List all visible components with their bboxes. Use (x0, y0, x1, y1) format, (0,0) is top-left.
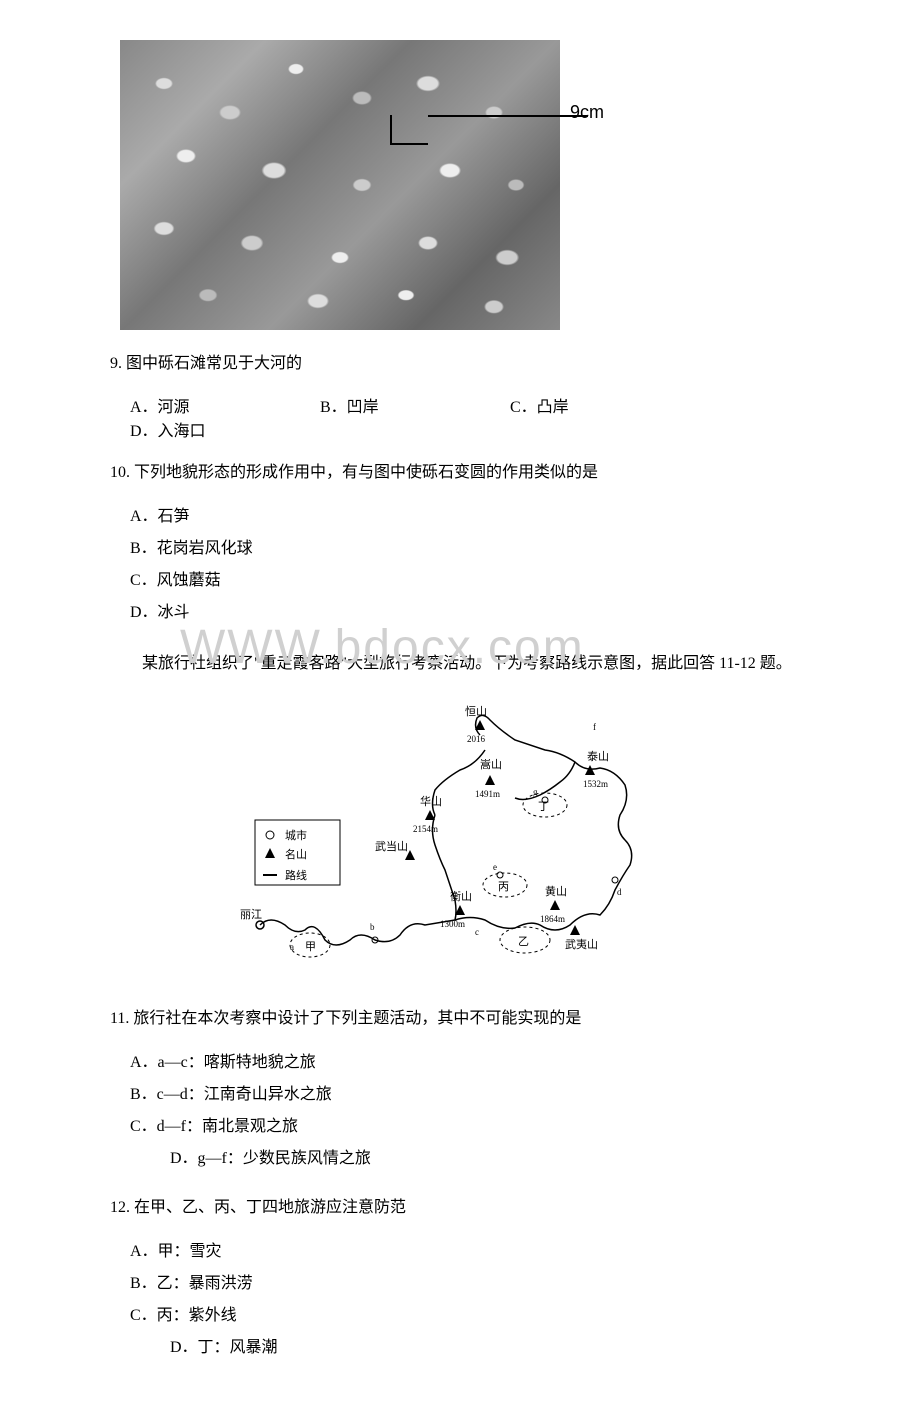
huashan-label: 华山 (420, 794, 442, 808)
huangshan-label: 黄山 (545, 884, 567, 898)
q12-option-a: A．甲：雪灾 (130, 1237, 510, 1261)
scale-line (428, 115, 588, 117)
marker-e: e (493, 862, 497, 872)
route-map: 城市 名山 路线 恒山 2016 泰山 1532m 嵩山 1491m 华山 21… (235, 690, 685, 985)
marker-f: f (593, 722, 596, 732)
q9-options: A．河源 B．凹岸 C．凸岸 D．入海口 (130, 393, 860, 441)
taishan-height: 1532m (583, 779, 608, 789)
question-11: 11. 旅行社在本次考察中设计了下列主题活动，其中不可能实现的是 (110, 1005, 860, 1034)
q10-option-d: D．冰斗 (130, 598, 510, 622)
q12-option-c: C．丙：紫外线 (130, 1301, 510, 1325)
songshan-height: 1491m (475, 789, 500, 799)
marker-c: c (475, 927, 479, 937)
marker-a: a (290, 942, 294, 952)
legend-route: 路线 (285, 868, 307, 882)
q11-option-d: D．g—f：少数民族风情之旅 (130, 1144, 510, 1168)
question-9: 9. 图中砾石滩常见于大河的 (110, 350, 860, 379)
scale-label: 9cm (570, 102, 604, 123)
wuyi-label: 武夷山 (565, 938, 598, 951)
hengshan-n-height: 2016 (467, 734, 486, 744)
q9-option-c: C．凸岸 (510, 393, 700, 417)
huashan-height: 2154m (413, 824, 438, 834)
marker-b: b (370, 922, 375, 932)
q10-option-a: A．石笋 (130, 502, 510, 526)
map-svg: 城市 名山 路线 恒山 2016 泰山 1532m 嵩山 1491m 华山 21… (235, 690, 685, 980)
q10-option-b: B．花岗岩风化球 (130, 534, 510, 558)
huangshan-height: 1864m (540, 914, 565, 924)
songshan-label: 嵩山 (480, 758, 502, 771)
hengshan-s-height: 1300m (440, 919, 465, 929)
jia-label: 甲 (305, 941, 316, 953)
q11-option-a: A．a—c：喀斯特地貌之旅 (130, 1048, 510, 1072)
question-12: 12. 在甲、乙、丙、丁四地旅游应注意防范 (110, 1194, 860, 1223)
q9-option-b: B．凹岸 (320, 393, 510, 417)
legend-mountain: 名山 (285, 847, 307, 861)
q11-options: A．a—c：喀斯特地貌之旅 B．c—d：江南奇山异水之旅 C．d—f：南北景观之… (130, 1048, 860, 1176)
marker-g: g (533, 787, 538, 797)
q9-option-d: D．入海口 (130, 417, 320, 441)
scale-marker (390, 115, 428, 145)
question-10: 10. 下列地貌形态的形成作用中，有与图中使砾石变圆的作用类似的是 (110, 459, 860, 488)
lijiang-label: 丽江 (240, 908, 262, 921)
q12-option-b: B．乙：暴雨洪涝 (130, 1269, 510, 1293)
q11-option-b: B．c—d：江南奇山异水之旅 (130, 1080, 510, 1104)
yi-label: 乙 (518, 935, 529, 948)
q9-option-a: A．河源 (130, 393, 320, 417)
q12-options: A．甲：雪灾 B．乙：暴雨洪涝 C．丙：紫外线 D．丁：风暴潮 (130, 1237, 860, 1365)
hengshan-n-label: 恒山 (465, 705, 487, 718)
pebble-figure: 9cm (120, 40, 560, 330)
q10-option-c: C．风蚀蘑菇 (130, 566, 510, 590)
legend-city: 城市 (285, 828, 307, 842)
taishan-label: 泰山 (587, 749, 609, 763)
marker-d: d (617, 887, 622, 897)
q10-options: A．石笋 B．花岗岩风化球 C．风蚀蘑菇 D．冰斗 (130, 502, 860, 630)
bing-label: 丙 (498, 881, 509, 893)
watermark: WWW.bdocx.com (180, 620, 585, 675)
q12-option-d: D．丁：风暴潮 (130, 1333, 510, 1357)
q11-option-c: C．d—f：南北景观之旅 (130, 1112, 510, 1136)
ding-label: 丁 (538, 801, 549, 813)
pebble-photo (120, 40, 560, 330)
wudang-label: 武当山 (375, 839, 408, 853)
hengshan-s-label: 衡山 (450, 890, 472, 903)
